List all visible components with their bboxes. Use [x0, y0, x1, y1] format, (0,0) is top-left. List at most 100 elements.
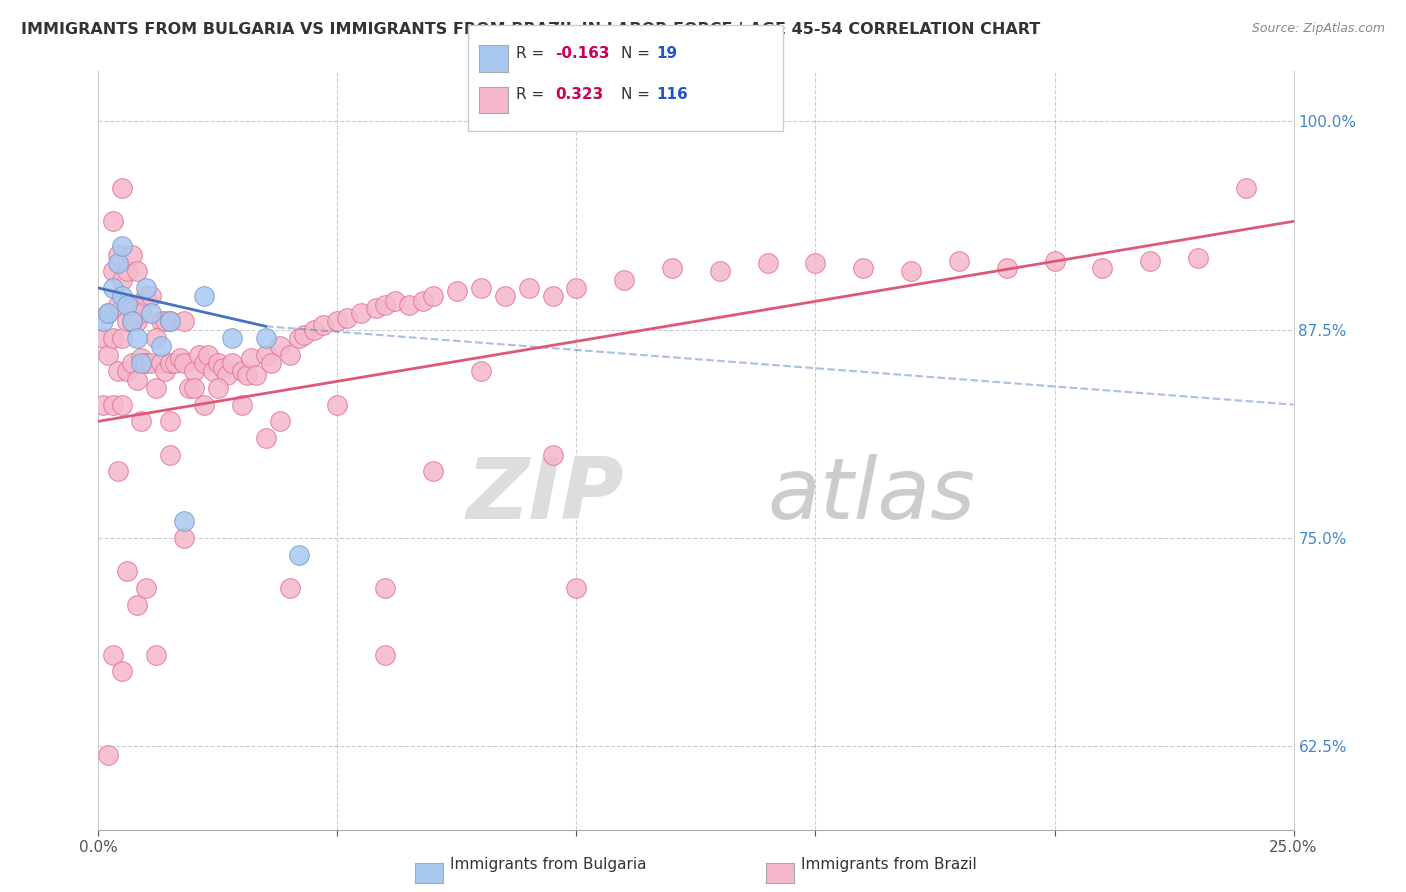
Point: [541, 289, 564, 303]
Point: [149, 314, 172, 328]
Point: [565, 281, 588, 295]
Point: [661, 260, 683, 275]
Point: [197, 348, 219, 362]
Point: [384, 294, 406, 309]
Point: [179, 381, 201, 395]
Point: [494, 289, 516, 303]
Point: [135, 289, 157, 303]
Point: [159, 414, 181, 428]
Point: [312, 318, 335, 332]
Point: [115, 298, 138, 312]
Point: [139, 356, 162, 370]
Point: [131, 356, 153, 370]
Point: [107, 464, 129, 478]
Point: [111, 289, 134, 303]
Point: [1139, 254, 1161, 268]
Point: [115, 264, 138, 278]
Point: [163, 356, 186, 370]
Point: [254, 431, 277, 445]
Point: [101, 398, 124, 412]
Point: [470, 281, 492, 295]
Point: [131, 414, 153, 428]
Text: Immigrants from Brazil: Immigrants from Brazil: [801, 857, 977, 872]
Point: [231, 364, 253, 378]
Point: [900, 264, 922, 278]
Point: [412, 294, 434, 309]
Point: [107, 247, 129, 261]
Point: [240, 351, 263, 365]
Point: [269, 339, 291, 353]
Point: [97, 306, 120, 320]
Point: [139, 306, 162, 320]
Point: [135, 356, 157, 370]
Point: [804, 256, 827, 270]
Text: Immigrants from Bulgaria: Immigrants from Bulgaria: [450, 857, 647, 872]
Point: [398, 298, 420, 312]
Point: [125, 331, 148, 345]
Text: ZIP: ZIP: [467, 454, 624, 538]
Point: [107, 364, 129, 378]
Point: [1043, 254, 1066, 268]
Point: [173, 514, 195, 528]
Point: [139, 289, 162, 303]
Point: [187, 348, 209, 362]
Point: [121, 356, 143, 370]
Point: [91, 398, 114, 412]
Point: [211, 361, 233, 376]
Point: [193, 289, 215, 303]
Point: [111, 398, 134, 412]
Point: [97, 348, 120, 362]
Point: [111, 239, 134, 253]
Point: [149, 339, 172, 353]
Point: [101, 331, 124, 345]
Point: [302, 323, 325, 337]
Text: IMMIGRANTS FROM BULGARIA VS IMMIGRANTS FROM BRAZIL IN LABOR FORCE | AGE 45-54 CO: IMMIGRANTS FROM BULGARIA VS IMMIGRANTS F…: [21, 22, 1040, 38]
Point: [374, 581, 396, 595]
Point: [125, 598, 148, 612]
Point: [207, 356, 229, 370]
Point: [173, 531, 195, 545]
Point: [565, 581, 588, 595]
Point: [101, 214, 124, 228]
Point: [111, 273, 134, 287]
Point: [131, 306, 153, 320]
Point: [269, 414, 291, 428]
Point: [145, 648, 167, 662]
Point: [1091, 260, 1114, 275]
Point: [207, 381, 229, 395]
Point: [326, 314, 349, 328]
Point: [1187, 251, 1209, 265]
Point: [111, 181, 134, 195]
Point: [155, 314, 177, 328]
Point: [217, 368, 239, 382]
Point: [470, 364, 492, 378]
Point: [326, 398, 349, 412]
Text: N =: N =: [621, 46, 655, 62]
Point: [245, 368, 267, 382]
Point: [374, 648, 396, 662]
Text: 116: 116: [657, 87, 689, 103]
Point: [517, 281, 540, 295]
Text: 0.323: 0.323: [555, 87, 603, 103]
Point: [97, 306, 120, 320]
Point: [231, 398, 253, 412]
Point: [202, 364, 225, 378]
Point: [278, 581, 301, 595]
Point: [97, 747, 120, 762]
Point: [183, 381, 205, 395]
Point: [159, 314, 181, 328]
Point: [159, 314, 181, 328]
Point: [101, 648, 124, 662]
Point: [121, 247, 143, 261]
Point: [613, 273, 636, 287]
Point: [135, 281, 157, 295]
Point: [159, 356, 181, 370]
Point: [254, 348, 277, 362]
Point: [193, 398, 215, 412]
Point: [173, 314, 195, 328]
Point: [259, 356, 281, 370]
Point: [364, 301, 387, 315]
Point: [336, 310, 359, 325]
Point: [374, 298, 396, 312]
Text: atlas: atlas: [768, 454, 976, 538]
